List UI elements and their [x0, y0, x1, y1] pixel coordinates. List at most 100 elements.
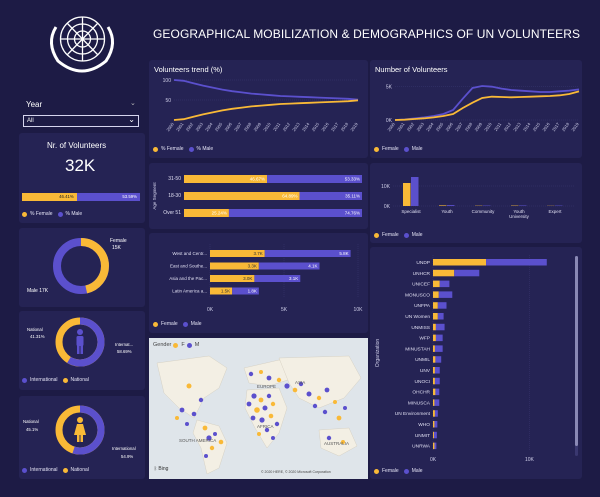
data-label-male: 74.76% [345, 211, 360, 216]
bar-female [210, 287, 233, 295]
x-tick-label: 2004 [425, 121, 435, 132]
male-pct-label: 53.59% [122, 194, 137, 199]
x-tick-label: 2002 [185, 121, 195, 132]
bar-male [228, 209, 362, 217]
category-label: MINUSCA [408, 400, 431, 406]
org-scrollbar[interactable] [575, 256, 578, 456]
data-label-male: 5.8K [339, 251, 348, 256]
gender-map[interactable]: Gender F M EUR [149, 338, 368, 479]
legend-national: National [70, 467, 89, 473]
male-national-pct: 41.31% [30, 334, 45, 339]
data-label-male: 35.11% [345, 194, 360, 199]
series-line-female [394, 90, 580, 121]
bar-male [254, 275, 301, 282]
bar-male [486, 259, 547, 266]
org-scrollbar-thumb[interactable] [575, 256, 578, 446]
bar-male [435, 388, 440, 396]
map-label-africa: AFRICA [257, 424, 274, 429]
category-label: UN Environment [395, 411, 431, 417]
x-tick-label: 2016 [320, 121, 330, 132]
bar-male [434, 399, 440, 406]
data-label-female: 1.5K [221, 289, 230, 294]
data-label-female: 25.24% [212, 211, 227, 216]
series-line-male [173, 79, 359, 101]
x-tick-label: 2001 [175, 121, 185, 132]
bar-female [403, 183, 411, 206]
x-tick-label: 2017 [330, 121, 340, 132]
legend-cat-male: Male [411, 232, 423, 238]
bar-male [411, 177, 419, 206]
category-label: UNMIL [415, 357, 430, 363]
legend-org-female: Female [382, 468, 399, 474]
category-label: UN Women [405, 314, 430, 320]
data-label-female: 46.67% [250, 177, 265, 182]
x-tick-label: 2018 [561, 121, 571, 132]
x-tick-label: 2009 [253, 121, 263, 132]
female-international-label: International [112, 446, 136, 451]
volunteers-card [19, 133, 145, 223]
map-legend-f: F [181, 342, 185, 348]
bar-female [433, 442, 435, 450]
category-label: MINUSTAH [405, 346, 430, 352]
bar-male [299, 192, 362, 200]
category-label: UNMISS [411, 325, 430, 331]
x-tick-label: 2002 [406, 121, 416, 132]
category-label: Over 51 [163, 210, 181, 216]
dropdown-chevron-icon: ⌄ [128, 115, 135, 124]
category-label: MONUSCO [405, 292, 430, 298]
year-filter-value: All [27, 118, 34, 124]
map-legend-title: Gender [153, 342, 172, 348]
data-label-female: 64.89% [282, 194, 297, 199]
male-type-legend: International National [22, 377, 89, 383]
bar-male [433, 431, 437, 439]
map-volunteer-markers [175, 370, 347, 458]
x-tick-label: 2005 [214, 121, 224, 132]
male-international-label: Internat... [115, 342, 134, 347]
legend-international: International [30, 467, 58, 473]
bar-male [434, 421, 438, 428]
bar-male [435, 356, 442, 363]
y-tick-label: 100 [163, 78, 172, 84]
category-label: WFP [419, 336, 430, 342]
x-tick-label: 2007 [454, 121, 464, 132]
bar-female [210, 262, 259, 270]
chevron-down-icon[interactable]: ⌄ [130, 100, 136, 107]
bar-male [434, 410, 438, 417]
category-label: UNFPA [414, 303, 431, 309]
category-label: Youth [441, 209, 453, 214]
bar-male [434, 442, 437, 450]
bar-female [433, 302, 438, 309]
donut-international-arc [55, 317, 105, 367]
category-label: East and Southe... [170, 264, 207, 269]
female-national-pct: 45.1% [26, 427, 39, 432]
bar-female [433, 291, 439, 298]
x-tick-label: 10K [525, 457, 535, 463]
x-tick-label: 2013 [291, 121, 301, 132]
page-title: GEOGRAPHICAL MOBILIZATION & DEMOGRAPHICS… [153, 27, 581, 41]
year-filter-dropdown[interactable]: All ⌄ [23, 115, 139, 127]
category-label: OHCHR [412, 390, 430, 396]
male-type-donut [55, 317, 105, 367]
organization-panel [370, 247, 582, 479]
female-share-bar: 46.41% [22, 193, 77, 201]
data-label-female: 3.3K [248, 264, 257, 269]
bar-female [210, 250, 265, 257]
category-label: UNICEF [412, 282, 430, 288]
x-tick-label: 2011 [493, 121, 503, 132]
category-label: West and Centr... [172, 251, 207, 256]
bing-label: Bing [158, 466, 169, 472]
x-tick-label: 2001 [396, 121, 406, 132]
world-map [156, 355, 362, 475]
bar-female [433, 431, 434, 439]
x-tick-label: 2018 [340, 121, 350, 132]
bar-male [264, 250, 351, 257]
male-share-bar: 53.59% [76, 193, 140, 201]
y-axis-title: Age Segment [152, 182, 157, 210]
bar-female [184, 192, 300, 200]
category-label: Community [472, 209, 496, 214]
female-type-donut [55, 405, 105, 455]
category-label: 31-50 [168, 176, 181, 182]
male-international-pct: 58.69% [117, 349, 132, 354]
